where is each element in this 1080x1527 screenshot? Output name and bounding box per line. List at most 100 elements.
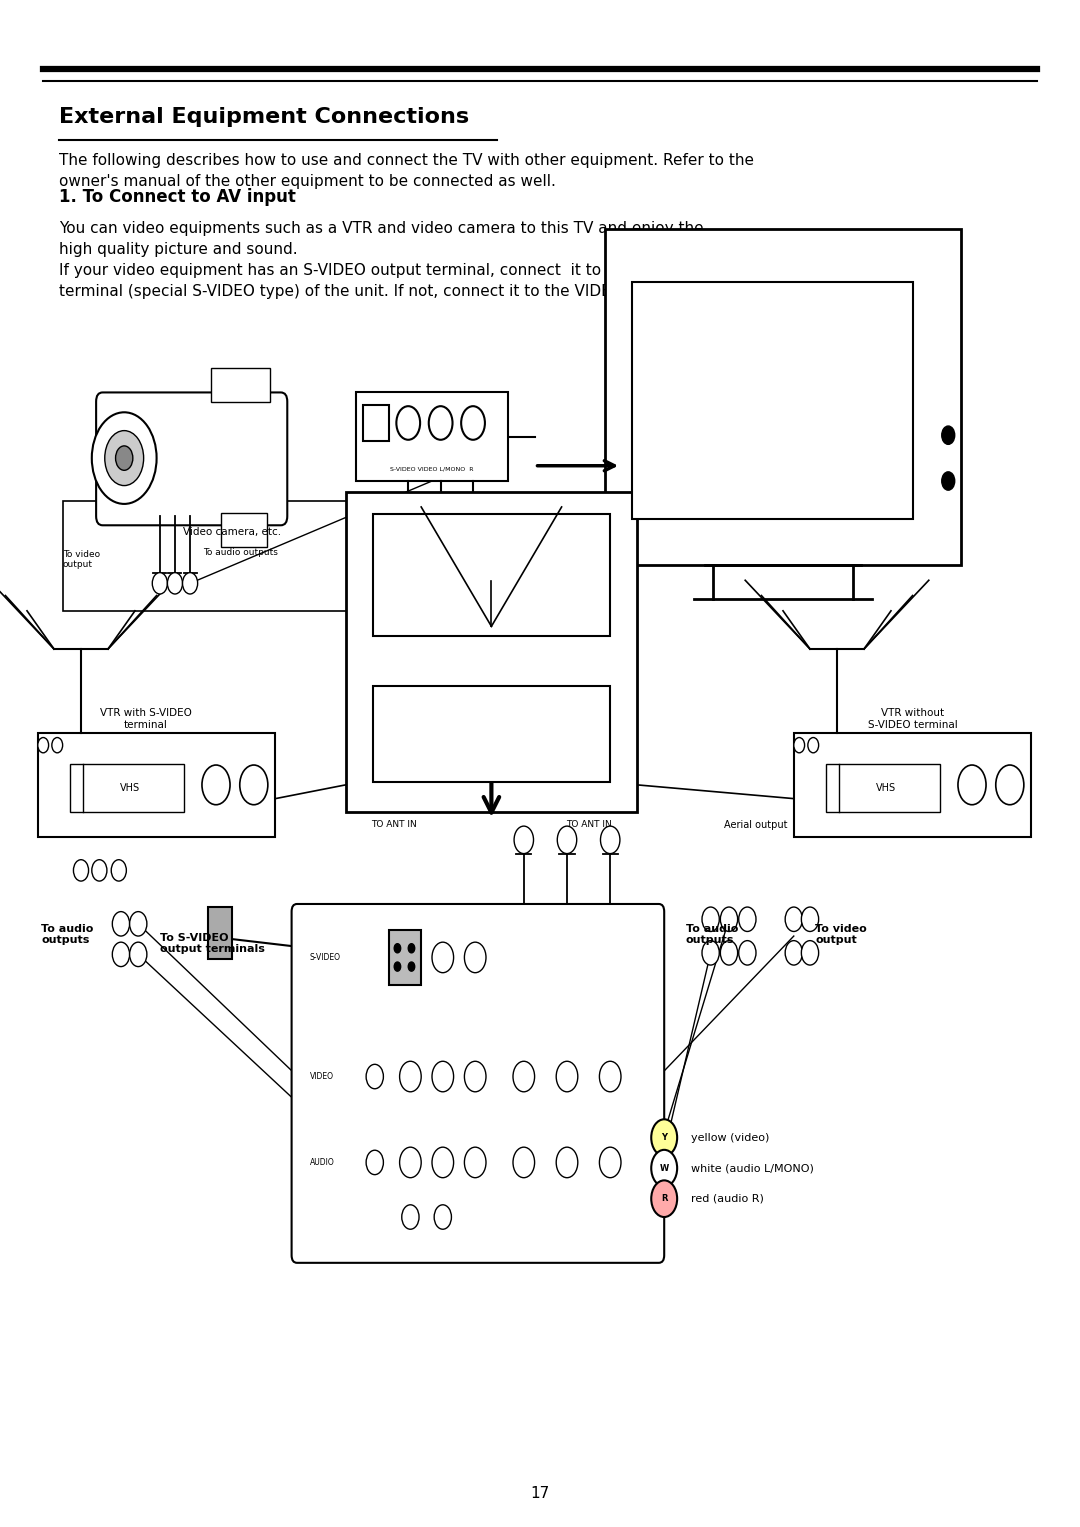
- Text: TO ANT IN: TO ANT IN: [372, 820, 417, 829]
- Text: 1. To Connect to AV input: 1. To Connect to AV input: [59, 188, 296, 206]
- Circle shape: [702, 941, 719, 965]
- Circle shape: [130, 912, 147, 936]
- Circle shape: [92, 412, 157, 504]
- Circle shape: [105, 431, 144, 486]
- Circle shape: [394, 962, 401, 971]
- Text: To audio
outputs: To audio outputs: [41, 924, 93, 945]
- Text: VHS: VHS: [876, 783, 895, 793]
- Bar: [373, 515, 610, 635]
- Text: R: R: [661, 1194, 667, 1203]
- Circle shape: [720, 907, 738, 931]
- Bar: [605, 229, 961, 565]
- Text: AUDIO: AUDIO: [310, 1157, 335, 1167]
- Circle shape: [801, 941, 819, 965]
- Text: VTR without
S-VIDEO terminal: VTR without S-VIDEO terminal: [867, 709, 958, 730]
- Bar: [70, 764, 184, 812]
- Circle shape: [38, 738, 49, 753]
- Text: Aerial output: Aerial output: [725, 820, 787, 831]
- Circle shape: [461, 406, 485, 440]
- Circle shape: [432, 1061, 454, 1092]
- Circle shape: [408, 962, 415, 971]
- Text: S-VIDEO: S-VIDEO: [310, 953, 341, 962]
- Circle shape: [600, 826, 620, 854]
- Circle shape: [996, 765, 1024, 805]
- Bar: [63, 501, 392, 611]
- Bar: [363, 405, 389, 441]
- FancyBboxPatch shape: [96, 392, 287, 525]
- Text: To video
output: To video output: [63, 550, 99, 570]
- Circle shape: [112, 942, 130, 967]
- Circle shape: [464, 1061, 486, 1092]
- Circle shape: [366, 1150, 383, 1174]
- Circle shape: [152, 573, 167, 594]
- Circle shape: [464, 1147, 486, 1177]
- Circle shape: [183, 573, 198, 594]
- Bar: [389, 930, 421, 985]
- Circle shape: [116, 446, 133, 470]
- Bar: [373, 686, 610, 782]
- Circle shape: [958, 765, 986, 805]
- Circle shape: [408, 944, 415, 953]
- Circle shape: [394, 944, 401, 953]
- Circle shape: [794, 738, 805, 753]
- Circle shape: [599, 1061, 621, 1092]
- Bar: [632, 282, 913, 519]
- Circle shape: [52, 738, 63, 753]
- Circle shape: [651, 1180, 677, 1217]
- Bar: [794, 733, 1031, 837]
- Circle shape: [400, 527, 417, 551]
- Circle shape: [942, 472, 955, 490]
- Circle shape: [785, 941, 802, 965]
- Circle shape: [557, 826, 577, 854]
- Text: VHS: VHS: [120, 783, 139, 793]
- Text: You can video equipments such as a VTR and video camera to this TV and enjoy the: You can video equipments such as a VTR a…: [59, 221, 800, 299]
- Circle shape: [651, 1119, 677, 1156]
- Circle shape: [702, 907, 719, 931]
- Text: yellow (video): yellow (video): [691, 1133, 770, 1142]
- Circle shape: [202, 765, 230, 805]
- Bar: [356, 392, 508, 481]
- Text: S-VIDEO VIDEO L/MONO  R: S-VIDEO VIDEO L/MONO R: [390, 467, 474, 472]
- Circle shape: [111, 860, 126, 881]
- Circle shape: [942, 426, 955, 444]
- Circle shape: [801, 907, 819, 931]
- Bar: [38, 733, 275, 837]
- Text: The following describes how to use and connect the TV with other equipment. Refe: The following describes how to use and c…: [59, 153, 755, 189]
- Text: TO ANT IN: TO ANT IN: [566, 820, 611, 829]
- FancyBboxPatch shape: [292, 904, 664, 1263]
- Text: VTR with S-VIDEO
terminal: VTR with S-VIDEO terminal: [99, 709, 192, 730]
- Circle shape: [464, 942, 486, 973]
- Bar: [221, 513, 267, 547]
- Circle shape: [400, 1061, 421, 1092]
- Circle shape: [514, 826, 534, 854]
- Circle shape: [432, 1147, 454, 1177]
- Circle shape: [432, 942, 454, 973]
- Circle shape: [92, 860, 107, 881]
- Text: To S-VIDEO
output terminals: To S-VIDEO output terminals: [160, 933, 265, 954]
- Circle shape: [396, 406, 420, 440]
- Text: Aerial output: Aerial output: [206, 820, 269, 831]
- Text: External Equipment Connections: External Equipment Connections: [59, 107, 470, 127]
- Circle shape: [785, 907, 802, 931]
- Circle shape: [513, 1061, 535, 1092]
- Circle shape: [240, 765, 268, 805]
- Text: To video
output: To video output: [815, 924, 867, 945]
- Circle shape: [720, 941, 738, 965]
- Circle shape: [513, 1147, 535, 1177]
- Bar: [208, 907, 232, 959]
- Circle shape: [599, 1147, 621, 1177]
- Text: To audio outputs: To audio outputs: [203, 548, 278, 557]
- Circle shape: [651, 1150, 677, 1186]
- Circle shape: [402, 1205, 419, 1229]
- Text: red (audio R): red (audio R): [691, 1194, 764, 1203]
- Circle shape: [808, 738, 819, 753]
- Circle shape: [739, 907, 756, 931]
- Circle shape: [556, 1061, 578, 1092]
- Circle shape: [464, 527, 482, 551]
- Bar: [826, 764, 940, 812]
- Circle shape: [112, 912, 130, 936]
- Text: VIDEO: VIDEO: [310, 1072, 334, 1081]
- Circle shape: [73, 860, 89, 881]
- Text: white (audio L/MONO): white (audio L/MONO): [691, 1164, 814, 1173]
- Circle shape: [434, 1205, 451, 1229]
